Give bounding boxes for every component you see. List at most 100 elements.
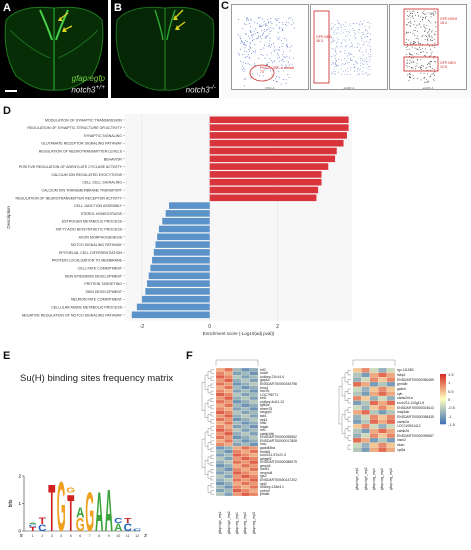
- facs-event-dot: [259, 36, 261, 38]
- facs-event-dot: [420, 79, 422, 81]
- legend-swatch: [440, 412, 446, 415]
- facs-event-dot: [264, 23, 266, 25]
- y-axis-title: Description: [6, 206, 11, 229]
- facs-event-dot: [269, 37, 271, 39]
- facs-event-dot: [275, 81, 277, 82]
- enrichment-bar-chart: -2 0 2 MODULATION OF SYNAPTIC TRANSMISSION R…: [6, 114, 352, 336]
- facs-event-dot: [426, 51, 428, 53]
- facs-event-dot: [278, 28, 280, 30]
- facs-event-dot: [249, 43, 251, 45]
- facs-event-dot: [269, 40, 271, 42]
- facs-event-dot: [266, 63, 268, 65]
- panel-d-enrichment-chart: D -2 0 2 MODULATION OF SYNAPTIC TRANSMISSIO…: [0, 104, 471, 346]
- facs-event-dot: [244, 78, 246, 80]
- facs-event-dot: [426, 36, 428, 37]
- category-label: CELL-CELL SIGNALING: [82, 181, 122, 185]
- category-label: PROTEIN LOCALIZATION TO MEMBRANE: [52, 259, 123, 263]
- logo-letter: A: [114, 522, 122, 534]
- category-label: CELL FATE COMMITMENT: [78, 267, 123, 271]
- facs-event-dot: [430, 16, 432, 18]
- facs-event-dot: [257, 36, 259, 38]
- legend-tick-label: 1: [448, 380, 451, 386]
- facs-event-dot: [283, 51, 284, 53]
- facs-event-dot: [250, 18, 252, 20]
- facs-event-dot: [265, 23, 267, 25]
- facs-event-dot: [434, 34, 436, 36]
- facs-event-dot: [333, 41, 335, 42]
- logo-title: Su(H) binding sites frequency matrix: [20, 373, 174, 384]
- facs-event-dot: [245, 63, 246, 65]
- facs-event-dot: [246, 41, 248, 42]
- gene-label: camk2a: [397, 419, 409, 424]
- facs-event-dot: [245, 24, 247, 26]
- category-label: CALCIUM ION TRANSMEMBRANE TRANSPORT: [42, 189, 123, 193]
- facs-event-dot: [433, 10, 435, 12]
- facs-event-dot: [334, 73, 336, 75]
- enrichment-bar: [155, 241, 210, 248]
- facs-event-dot: [419, 66, 421, 68]
- facs-event-dot: [412, 67, 414, 69]
- facs-event-dot: [343, 64, 345, 65]
- facs-event-dot: [338, 59, 340, 61]
- facs-event-dot: [410, 54, 412, 55]
- heatmap-cell: [386, 447, 396, 453]
- facs-event-dot: [282, 54, 284, 56]
- facs-event-dot: [265, 25, 267, 27]
- facs-event-dot: [270, 30, 272, 32]
- facs-event-dot: [416, 63, 418, 65]
- legend-swatch: [440, 420, 446, 423]
- facs-event-dot: [281, 64, 283, 66]
- facs-event-dot: [369, 68, 370, 70]
- arrow-icon: [59, 12, 69, 20]
- facs-event-dot: [421, 12, 423, 14]
- facs-event-dot: [367, 53, 369, 55]
- facs-event-dot: [349, 54, 351, 56]
- facs-event-dot: [433, 33, 435, 35]
- facs-event-dot: [288, 77, 290, 79]
- facs-event-dot: [425, 81, 427, 83]
- facs-event-dot: [420, 72, 422, 74]
- category-label: REGULATION OF NEUROTRANSMITTER LEVELS: [39, 150, 123, 154]
- facs-event-dot: [431, 67, 433, 69]
- facs-event-dot: [433, 15, 435, 16]
- scale-bar: [5, 90, 17, 92]
- facs-event-dot: [435, 31, 437, 33]
- facs-event-dot: [332, 26, 334, 28]
- facs-event-dot: [274, 51, 276, 53]
- facs-event-dot: [409, 66, 411, 68]
- facs-event-dot: [270, 52, 272, 54]
- facs-event-dot: [420, 20, 422, 22]
- facs-event-dot: [429, 63, 431, 65]
- facs-event-dot: [340, 27, 342, 28]
- facs-event-dot: [353, 66, 355, 68]
- facs-event-dot: [333, 48, 335, 50]
- facs-event-dot: [342, 32, 344, 34]
- facs-event-dot: [412, 33, 414, 35]
- facs-event-dot: [350, 67, 352, 69]
- facs-event-dot: [280, 40, 282, 42]
- facs-event-dot: [345, 63, 347, 64]
- category-label: NEURON FATE COMMITMENT: [71, 298, 123, 302]
- facs-event-dot: [409, 52, 410, 54]
- gate-rect: [313, 10, 330, 84]
- brain-section-b: [115, 6, 215, 91]
- gate-ellipse: [249, 64, 275, 82]
- sample-label: gfap neg_rep3: [251, 512, 256, 534]
- facs-event-dot: [337, 28, 339, 30]
- facs-event-dot: [410, 23, 412, 25]
- facs-event-dot: [407, 45, 409, 47]
- facs-event-dot: [360, 65, 362, 66]
- facs-event-dot: [427, 80, 429, 82]
- facs-event-dot: [347, 55, 349, 57]
- dendrogram-branch: [338, 386, 342, 425]
- facs-event-dot: [333, 62, 335, 64]
- facs-event-dot: [412, 75, 414, 77]
- facs-event-dot: [429, 49, 431, 50]
- facs-event-dot: [430, 75, 432, 77]
- facs-event-dot: [281, 27, 283, 29]
- logo-letter: T: [67, 484, 74, 542]
- facs-event-dot: [349, 74, 351, 75]
- panel-letter-c: C: [221, 0, 229, 12]
- dendrogram-branch: [215, 359, 259, 366]
- gene-label: fosb: [260, 421, 267, 426]
